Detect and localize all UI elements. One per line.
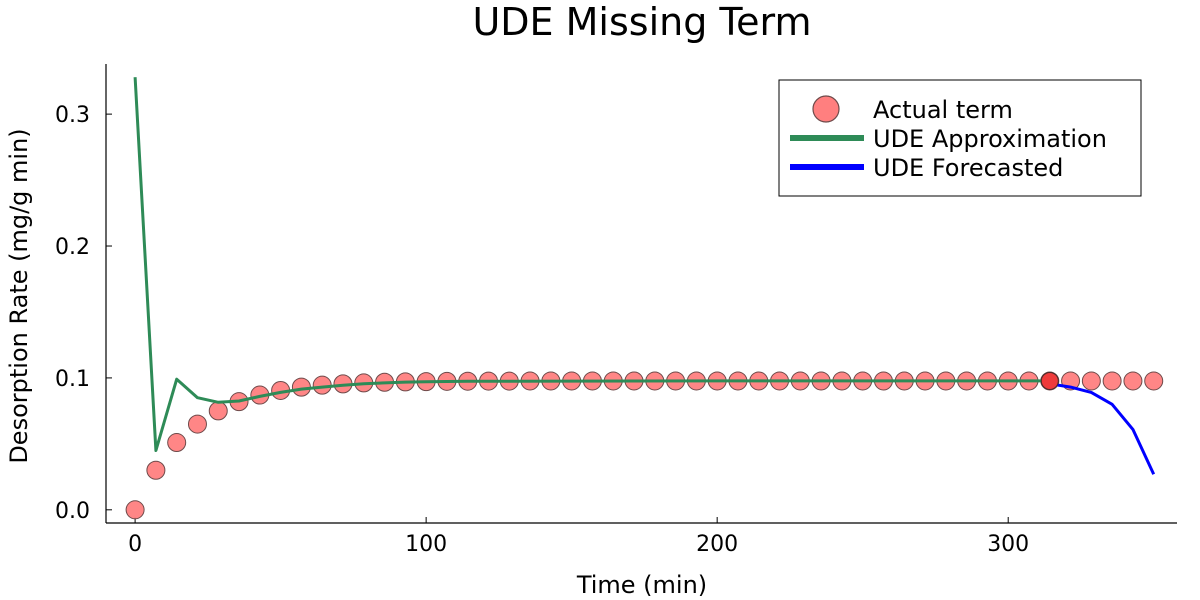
y-axis-label: Desorption Rate (mg/g min)	[5, 128, 33, 463]
series-layer	[125, 77, 1164, 520]
data-point	[125, 500, 145, 520]
data-point	[1102, 371, 1122, 391]
x-axis-label: Time (min)	[576, 571, 707, 599]
x-tick-label: 200	[696, 532, 738, 557]
y-tick-label: 0.1	[55, 367, 90, 392]
y-ticks: 0.0 0.1 0.2 0.3	[55, 103, 112, 524]
data-point	[1144, 371, 1164, 391]
x-tick-label: 300	[987, 532, 1029, 557]
legend: Actual term UDE Approximation UDE Foreca…	[778, 79, 1142, 197]
legend-label-actual-term: Actual term	[873, 96, 1013, 124]
series-line-ude-forecasted	[1049, 382, 1156, 475]
x-ticks: 0 100 200 300	[128, 517, 1029, 557]
legend-marker-actual-term	[812, 95, 840, 123]
data-point	[187, 414, 207, 434]
y-tick-label: 0.3	[55, 103, 90, 128]
legend-label-ude-forecasted: UDE Forecasted	[873, 154, 1063, 182]
plot-area: 0 100 200 300 0.0 0.1 0.2 0.3	[55, 64, 1177, 557]
y-tick-label: 0.0	[55, 499, 90, 524]
series-line-ude-approximation	[133, 77, 1050, 452]
data-point	[1123, 371, 1143, 391]
x-tick-label: 100	[405, 532, 447, 557]
legend-label-ude-approximation: UDE Approximation	[873, 125, 1107, 153]
series-actual-term	[125, 371, 1164, 520]
data-point	[208, 401, 228, 421]
forecast-start-point	[1040, 371, 1059, 390]
data-point	[167, 433, 187, 453]
data-point	[146, 460, 166, 480]
chart-title: UDE Missing Term	[472, 0, 811, 44]
data-point	[1081, 371, 1101, 391]
y-tick-label: 0.2	[55, 235, 90, 260]
x-tick-label: 0	[128, 532, 142, 557]
